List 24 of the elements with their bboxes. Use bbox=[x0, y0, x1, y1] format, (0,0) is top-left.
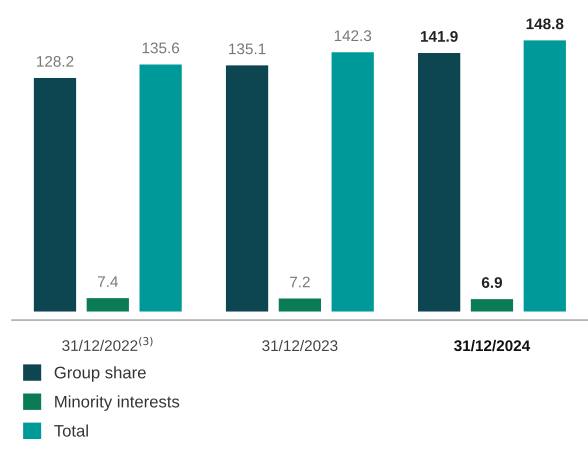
data-label: 142.3 bbox=[334, 30, 372, 42]
bar bbox=[139, 64, 182, 312]
data-label: 148.8 bbox=[526, 18, 564, 30]
x-tick-label: 31/12/2024 bbox=[454, 340, 530, 352]
bar bbox=[34, 78, 76, 312]
bar bbox=[418, 53, 460, 312]
bar bbox=[332, 52, 374, 312]
legend-label: Minority interests bbox=[55, 395, 180, 411]
data-label: 141.9 bbox=[420, 31, 458, 42]
data-label: 6.9 bbox=[482, 277, 502, 288]
bar bbox=[278, 298, 322, 312]
data-label: 7.2 bbox=[290, 276, 310, 288]
data-label: 128.2 bbox=[37, 56, 74, 67]
bar bbox=[524, 40, 566, 312]
bar bbox=[470, 299, 514, 312]
legend-label: Group share bbox=[54, 366, 146, 382]
x-tick-label: 31/12/2022$^{(3)}$ bbox=[62, 336, 152, 352]
data-label: 135.6 bbox=[142, 42, 180, 54]
legend-label: Total bbox=[54, 424, 88, 437]
data-label: 135.1 bbox=[229, 43, 266, 54]
x-tick-label: 31/12/2023 bbox=[262, 340, 338, 352]
bar bbox=[226, 65, 268, 312]
data-label: 7.4 bbox=[98, 276, 118, 287]
bar bbox=[86, 298, 129, 312]
